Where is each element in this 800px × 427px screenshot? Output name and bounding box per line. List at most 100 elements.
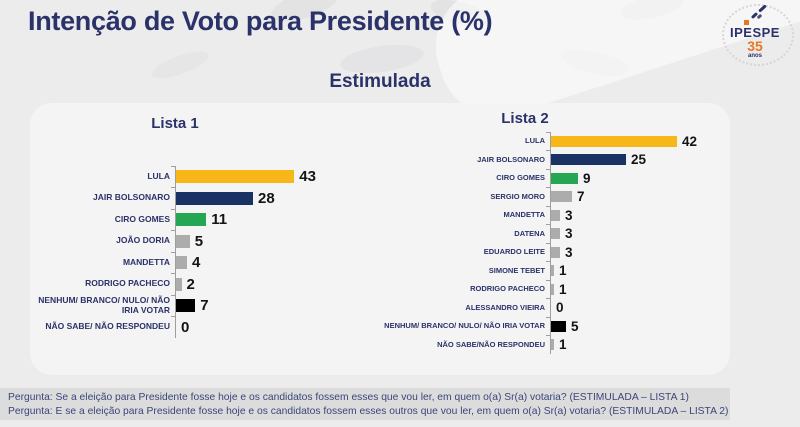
value-label: 9: [583, 170, 591, 186]
chart-bar: [176, 213, 207, 227]
category-label: DATENA: [514, 228, 545, 238]
chart-row: DATENA 3: [360, 224, 730, 243]
chart-subtitle: Estimulada: [329, 71, 431, 92]
chart-row: NÃO SABE/ NÃO RESPONDEU 0: [30, 316, 360, 338]
value-label: 43: [299, 168, 316, 186]
axis-cell: 7: [171, 294, 360, 317]
chart-bar: [551, 135, 677, 147]
value-label: 2: [186, 275, 195, 293]
category-label: NÃO SABE/ NÃO RESPONDEU: [45, 321, 170, 332]
axis-cell: 42: [546, 131, 730, 151]
axis-cell: 3: [546, 242, 730, 262]
chart-row: JAIR BOLSONARO 25: [360, 150, 730, 169]
axis-cell: 4: [171, 251, 360, 274]
value-label: 5: [194, 232, 204, 250]
logo-dot-icon: [744, 20, 749, 25]
value-label: 28: [258, 189, 275, 207]
axis-cell: 28: [171, 187, 360, 209]
chart-row: MANDETTA 4: [30, 251, 360, 274]
category-label: LULA: [525, 136, 545, 146]
category-label: NENHUM/ BRANCO/ NULO/ NÃO IRIA VOTAR: [384, 321, 545, 331]
chart-row: SIMONE TEBET 1: [360, 261, 730, 280]
footer-questions: Pergunta: Se a eleição para Presidente f…: [0, 388, 730, 420]
axis-cell: 43: [171, 165, 360, 188]
chart-bar: [551, 246, 560, 258]
axis-cell: 11: [171, 208, 360, 231]
chart-2-title: Lista 2: [501, 110, 549, 127]
value-label: 3: [565, 226, 573, 242]
chart-bar: [551, 283, 554, 295]
axis-cell: 0: [546, 298, 730, 317]
axis-cell: 25: [546, 150, 730, 169]
logo-dash-icon: [758, 4, 767, 13]
chart-row: RODRIGO PACHECO 2: [30, 273, 360, 295]
chart-bar: [551, 172, 578, 184]
chart-bar: [176, 256, 187, 270]
watermark-petal: [618, 0, 686, 25]
value-label: 1: [559, 281, 567, 297]
chart-bar: [551, 209, 560, 221]
chart-bar: [551, 339, 554, 351]
chart-row: SERGIO MORO 7: [360, 187, 730, 206]
category-label: EDUARDO LEITE: [483, 247, 545, 257]
value-label: 7: [200, 297, 209, 315]
question-line-2: Pergunta: E se a eleição para Presidente…: [8, 405, 729, 417]
logo-dash-icon: [756, 13, 763, 20]
chart-bar: [176, 191, 253, 205]
axis-cell: 3: [546, 224, 730, 243]
category-label: NÃO SABE/NÃO RESPONDEU: [437, 339, 545, 349]
chart-row: RODRIGO PACHECO 1: [360, 279, 730, 299]
category-label: JOÃO DORIA: [116, 235, 170, 246]
value-label: 7: [577, 189, 585, 205]
chart-lista-1: Lista 1 LULA 43 JAIR BOLSONARO 28 CIRO GOMES…: [30, 103, 360, 375]
axis-cell: 1: [546, 335, 730, 354]
chart-1-rows: LULA 43 JAIR BOLSONARO 28 CIRO GOMES 11 JOÃO D…: [30, 165, 360, 338]
chart-bar: [176, 170, 295, 184]
chart-bar: [551, 265, 554, 277]
value-label: 0: [181, 318, 190, 336]
category-label: JAIR BOLSONARO: [93, 192, 170, 203]
category-label: CIRO GOMES: [114, 213, 170, 224]
value-label: 0: [556, 300, 564, 316]
axis-cell: 1: [546, 261, 730, 280]
logo-years: 35: [747, 38, 763, 54]
category-label: JAIR BOLSONARO: [477, 154, 545, 164]
chart-bar: [551, 191, 572, 203]
value-label: 4: [192, 254, 201, 272]
value-label: 1: [559, 337, 567, 353]
chart-row: NÃO SABE/NÃO RESPONDEU 1: [360, 335, 730, 354]
category-label: LULA: [147, 170, 170, 181]
value-label: 11: [211, 211, 228, 229]
value-label: 42: [682, 133, 698, 149]
logo-anos-label: anos: [747, 53, 762, 59]
chart-row: MANDETTA 3: [360, 205, 730, 225]
question-line-1: Pergunta: Se a eleição para Presidente f…: [8, 391, 689, 403]
axis-cell: 5: [546, 316, 730, 336]
ipespe-logo-arc-icon: [740, 4, 770, 26]
chart-row: EDUARDO LEITE 3: [360, 242, 730, 262]
chart-row: NENHUM/ BRANCO/ NULO/ NÃO IRIA VOTAR 7: [30, 294, 360, 317]
axis-cell: 1: [546, 279, 730, 299]
chart-bar: [551, 320, 566, 332]
axis-cell: 2: [171, 273, 360, 295]
axis-cell: 3: [546, 205, 730, 225]
chart-row: LULA 43: [30, 165, 360, 188]
category-label: SERGIO MORO: [490, 191, 545, 201]
axis-cell: 9: [546, 168, 730, 188]
value-label: 3: [565, 244, 573, 260]
axis-cell: 5: [171, 230, 360, 252]
chart-row: NENHUM/ BRANCO/ NULO/ NÃO IRIA VOTAR 5: [360, 316, 730, 336]
chart-bar: [176, 234, 190, 248]
chart-row: CIRO GOMES 9: [360, 168, 730, 188]
category-label: CIRO GOMES: [496, 173, 545, 183]
value-label: 3: [565, 207, 573, 223]
charts-panel: Lista 1 LULA 43 JAIR BOLSONARO 28 CIRO GOMES…: [30, 103, 730, 375]
chart-row: CIRO GOMES 11: [30, 208, 360, 231]
ipespe-logo: IPESPE 35 anos: [724, 4, 786, 60]
chart-row: ALESSANDRO VIEIRA 0: [360, 298, 730, 317]
value-label: 5: [571, 318, 579, 334]
value-label: 25: [631, 152, 647, 168]
category-label: SIMONE TEBET: [488, 265, 545, 275]
chart-bar: [551, 228, 560, 240]
category-label: MANDETTA: [503, 210, 545, 220]
